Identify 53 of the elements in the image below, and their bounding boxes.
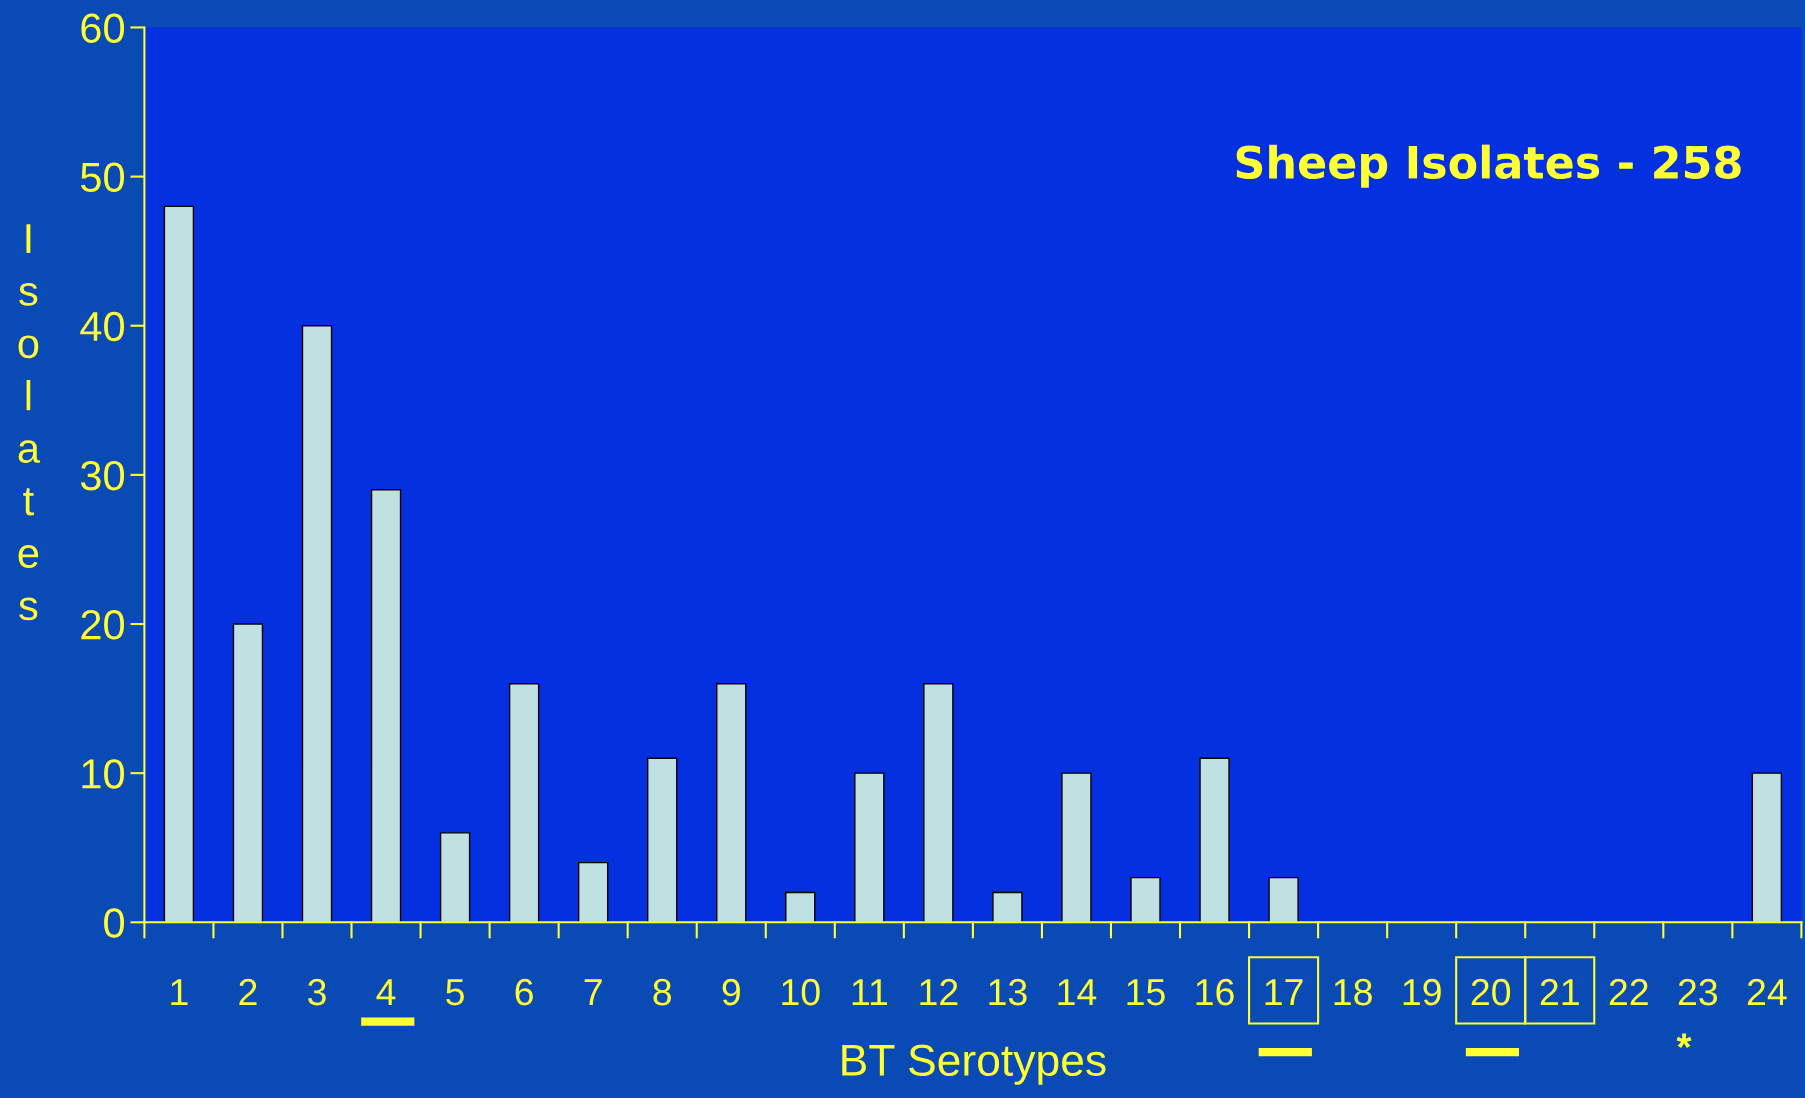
bar [854,772,885,923]
text: * [1676,1033,1692,1049]
y-tick-label: 40 [80,311,125,342]
y-tick-label: 10 [82,759,125,789]
x-tick-label: 16 [1196,978,1234,1006]
bar [439,832,471,923]
x-tick-label: 3 [308,978,326,1006]
bar [785,891,816,923]
x-tick-label: 8 [653,978,672,1006]
x-tick-label: 10 [782,978,820,1006]
bar [508,682,540,923]
x-tick-label: 4 [376,979,396,1006]
bar [1061,772,1092,923]
bar [1751,772,1783,923]
x-tick-label: 5 [446,979,464,1006]
x-tick-label: 24 [1747,978,1787,1006]
y-tick-label: 60 [81,13,125,43]
x-tick-label: 15 [1127,979,1165,1006]
y-tick-label: 30 [80,460,125,491]
x-tick-label: 2 [239,978,257,1006]
bar [1199,757,1230,923]
bar [232,623,264,923]
x-tick-label: 21 [1540,978,1579,1006]
x-axis-title: BT Serotypes [842,1044,1106,1085]
bar [647,757,678,923]
bar [577,861,609,923]
bar [301,325,333,923]
bar [163,205,195,923]
bar [1268,876,1299,923]
bar [1130,876,1161,923]
x-tick-label: 23 [1678,978,1718,1006]
x-tick-label: 12 [920,978,958,1006]
bar [716,682,747,923]
annotation: Sheep Isolates - 258 [1236,144,1741,188]
x-tick-label: 6 [515,978,533,1006]
y-tick-label: 20 [81,610,125,640]
x-tick-label: 14 [1058,979,1097,1006]
x-tick-label: 13 [989,978,1027,1006]
x-tick-label: 17 [1265,979,1303,1006]
y-tick-label: 0 [104,908,125,938]
bar [992,891,1023,923]
x-tick-label: 7 [584,979,602,1006]
x-tick-label: 11 [852,979,887,1006]
bar [923,682,954,923]
x-tick-label: 1 [171,979,188,1006]
y-axis-title: Isolates [18,224,40,621]
x-tick-label: 18 [1334,978,1372,1006]
y-tick-label: 50 [80,162,125,193]
bar [370,489,402,923]
x-tick-label: 9 [722,978,740,1006]
x-tick-label: 20 [1471,978,1511,1006]
x-tick-label: 19 [1403,978,1441,1006]
x-tick-label: 22 [1609,978,1648,1006]
